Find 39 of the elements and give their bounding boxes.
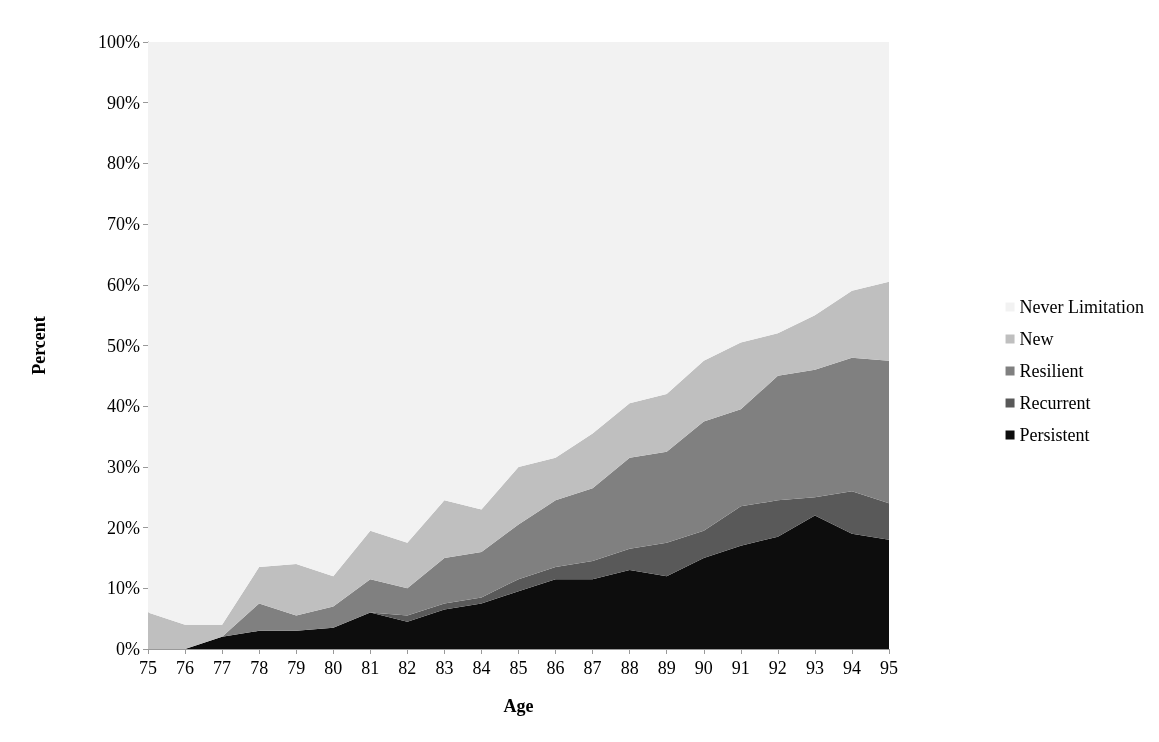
legend-label: Never Limitation [1019, 297, 1145, 317]
x-tick-label: 79 [287, 658, 306, 678]
y-tick-label: 40% [107, 396, 140, 417]
x-tick-label: 86 [546, 658, 565, 678]
x-tick-label: 80 [324, 658, 343, 678]
y-tick-label: 20% [107, 517, 140, 538]
legend-label: Persistent [1019, 425, 1090, 445]
x-tick-label: 82 [398, 658, 417, 678]
x-tick-label: 85 [509, 658, 528, 678]
legend-label: Recurrent [1019, 393, 1091, 413]
y-tick-label: 80% [107, 153, 140, 174]
x-tick-label: 93 [805, 658, 824, 678]
x-tick-label: 92 [768, 658, 787, 678]
x-tick-label: 87 [583, 658, 602, 678]
x-tick-label: 78 [250, 658, 269, 678]
y-tick-label: 10% [107, 578, 140, 599]
y-axis-title: Percent [29, 316, 49, 375]
x-tick-label: 81 [361, 658, 380, 678]
y-tick-label: 0% [116, 639, 140, 659]
x-tick-label: 88 [620, 658, 639, 678]
x-tick-label: 84 [472, 658, 491, 678]
x-tick-label: 94 [842, 658, 861, 678]
legend-label: New [1019, 329, 1054, 349]
legend-label: Resilient [1019, 361, 1084, 381]
x-tick-label: 91 [731, 658, 750, 678]
x-tick-label: 75 [139, 658, 157, 678]
y-tick-label: 60% [107, 274, 140, 295]
y-tick-label: 30% [107, 456, 140, 477]
x-tick-label: 90 [694, 658, 713, 678]
x-tick-label: 76 [176, 658, 195, 678]
x-tick-label: 95 [880, 658, 898, 678]
x-tick-label: 83 [435, 658, 454, 678]
y-tick-label: 70% [107, 214, 140, 235]
x-axis-title: Age [503, 696, 534, 716]
y-tick-label: 90% [107, 92, 140, 113]
y-tick-label: 50% [107, 335, 140, 356]
x-tick-label: 77 [213, 658, 232, 678]
x-tick-label: 89 [657, 658, 676, 678]
y-tick-label: 100% [98, 32, 140, 52]
